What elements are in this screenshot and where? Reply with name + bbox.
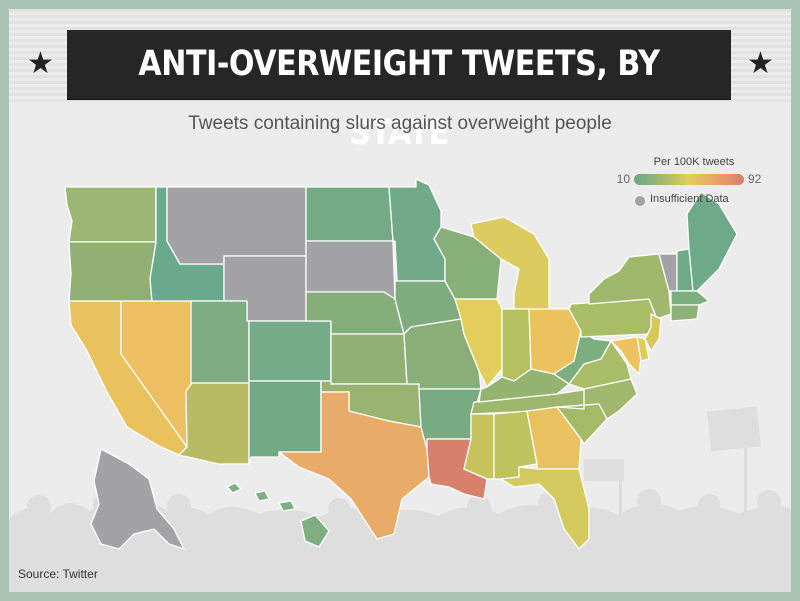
state-MN bbox=[388, 178, 446, 282]
state-OR bbox=[68, 241, 157, 302]
state-TX bbox=[278, 391, 430, 540]
infographic-frame: ANTI-OVERWEIGHT TWEETS, BY STATE ★ ★ Twe… bbox=[9, 9, 791, 592]
state-CT bbox=[670, 304, 700, 322]
legend-title: Per 100K tweets bbox=[653, 156, 735, 168]
state-KS bbox=[330, 333, 408, 385]
state-PA bbox=[568, 298, 658, 338]
legend-min-value: 10 bbox=[616, 172, 630, 186]
state-FL bbox=[500, 466, 590, 550]
source-note: Source: Twitter bbox=[18, 567, 98, 581]
star-icon: ★ bbox=[27, 47, 54, 80]
page-title: ANTI-OVERWEIGHT TWEETS, BY STATE bbox=[138, 44, 660, 153]
subtitle: Tweets containing slurs against overweig… bbox=[188, 113, 612, 134]
legend-max-value: 92 bbox=[748, 172, 762, 186]
state-ND bbox=[305, 186, 394, 242]
state-SD bbox=[305, 240, 396, 300]
state-ME bbox=[686, 191, 738, 292]
star-icon: ★ bbox=[747, 47, 774, 80]
legend-insufficient-label: Insufficient Data bbox=[650, 193, 729, 205]
state-MO bbox=[403, 318, 482, 390]
state-WA bbox=[64, 186, 157, 243]
state-MT bbox=[166, 186, 307, 265]
state-CO bbox=[248, 320, 332, 382]
state-DE bbox=[636, 336, 650, 362]
state-MA bbox=[670, 290, 710, 306]
state-NC bbox=[556, 378, 638, 420]
state-UT bbox=[190, 300, 250, 390]
state-IN bbox=[501, 308, 532, 382]
state-NJ bbox=[644, 313, 662, 352]
state-AK bbox=[90, 448, 185, 550]
state-AZ bbox=[178, 382, 250, 465]
insufficient-data-dot bbox=[635, 196, 645, 206]
title-banner: ANTI-OVERWEIGHT TWEETS, BY STATE bbox=[67, 30, 731, 153]
state-HI bbox=[226, 482, 330, 548]
us-state-map bbox=[64, 178, 738, 550]
legend-color-scale bbox=[634, 174, 744, 185]
